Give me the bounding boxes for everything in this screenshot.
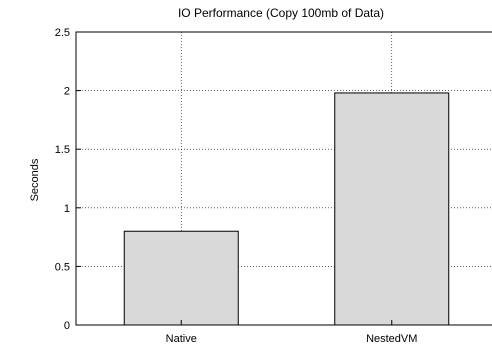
bar-nestedvm bbox=[334, 92, 450, 326]
y-tick-label: 0 bbox=[64, 320, 70, 332]
x-tick-label: Native bbox=[166, 333, 197, 345]
y-tick-label: 0.5 bbox=[55, 261, 70, 273]
gridlines bbox=[76, 32, 492, 325]
y-axis-label: Seconds bbox=[29, 158, 41, 201]
y-tick-label: 1 bbox=[64, 203, 70, 215]
x-ticks: Native NestedVM bbox=[166, 320, 417, 345]
x-tick-label: NestedVM bbox=[366, 333, 417, 345]
bar-native bbox=[123, 230, 239, 326]
plot-frame bbox=[75, 31, 492, 326]
y-tick-label: 1.5 bbox=[55, 144, 70, 156]
y-ticks: 0 0.5 1 1.5 2 2.5 bbox=[55, 27, 81, 332]
bars bbox=[123, 92, 450, 326]
y-tick-label: 2 bbox=[64, 86, 70, 98]
chart-title: IO Performance (Copy 100mb of Data) bbox=[178, 6, 384, 20]
y-tick-label: 2.5 bbox=[55, 27, 70, 39]
